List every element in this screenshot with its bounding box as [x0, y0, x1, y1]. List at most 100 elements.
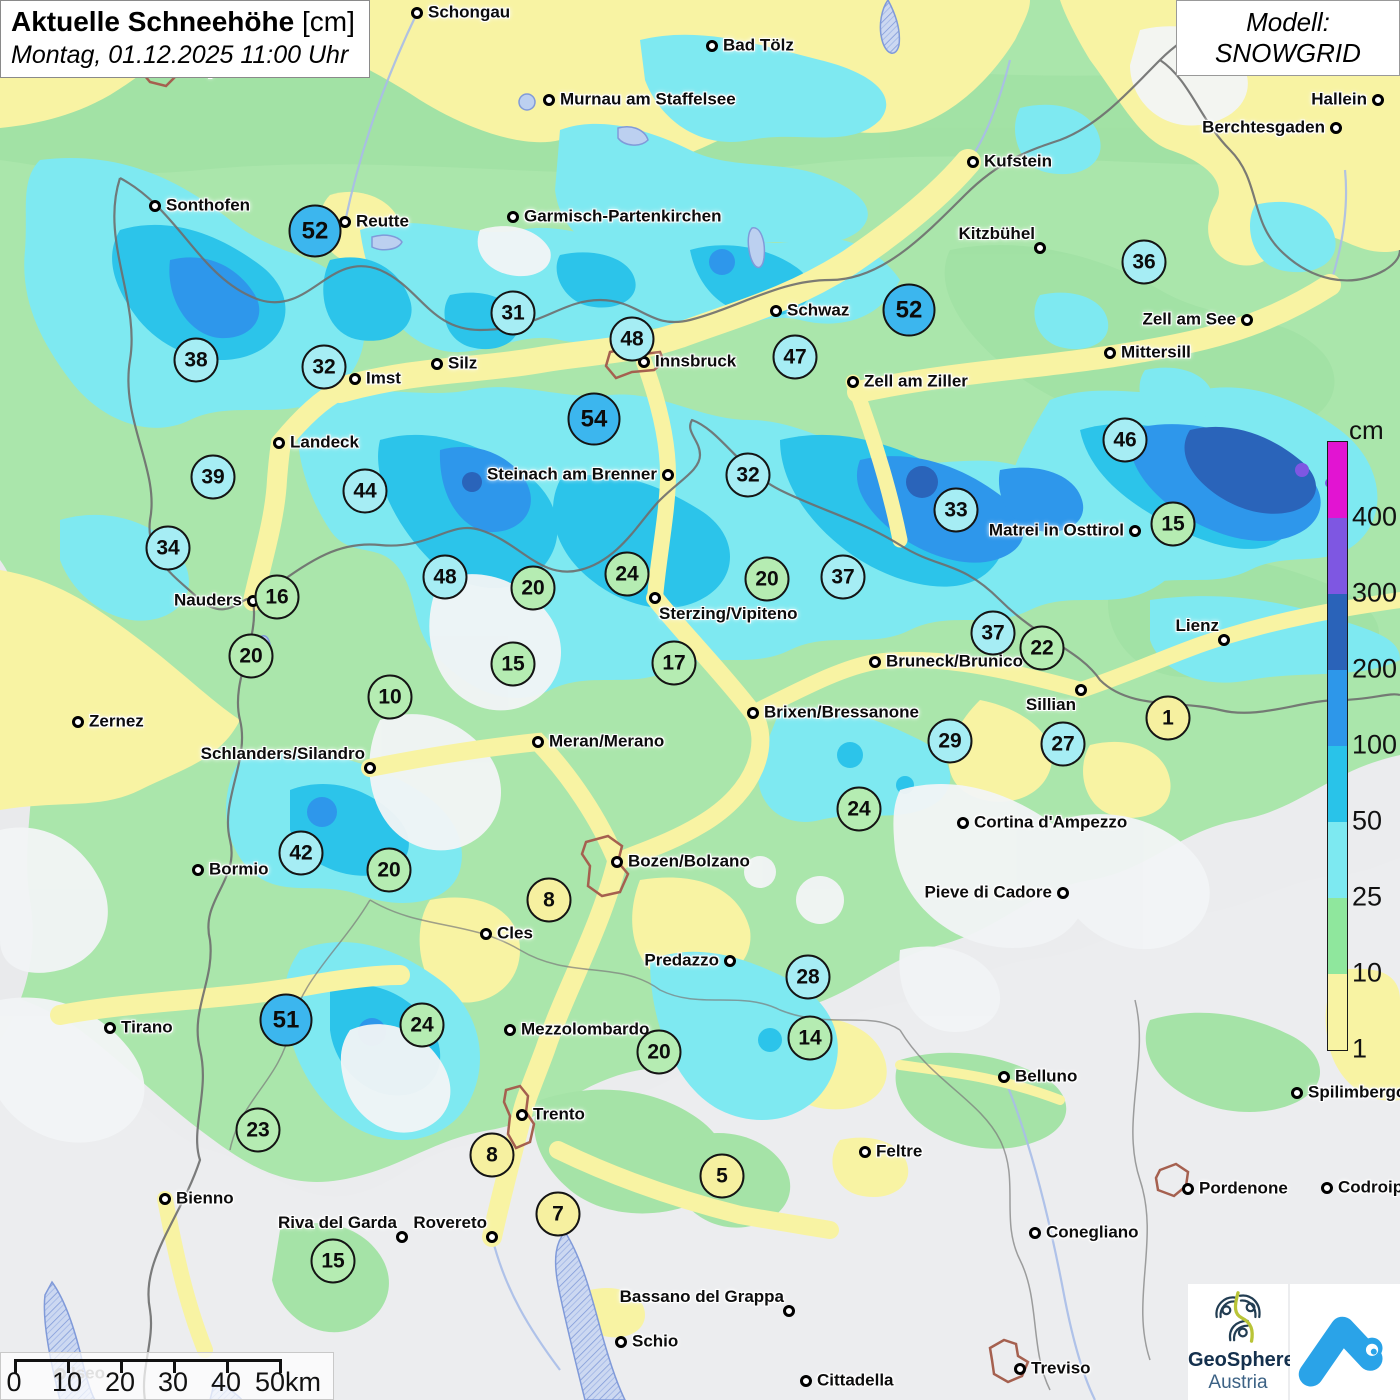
city-marker [724, 955, 736, 967]
snow-value-badge: 5 [699, 1153, 745, 1199]
snow-value-badge: 20 [744, 556, 790, 602]
city-marker [967, 156, 979, 168]
city-marker [1241, 314, 1253, 326]
city-marker [192, 864, 204, 876]
city-label: Feltre [876, 1141, 923, 1161]
city-label: Imst [366, 368, 401, 388]
city-label: Cittadella [817, 1370, 894, 1390]
city-label: Belluno [1015, 1066, 1078, 1086]
colorbar-segment [1328, 746, 1347, 822]
city-label: Codroipo [1338, 1177, 1400, 1197]
city-marker [1104, 347, 1116, 359]
colorbar-tick-label: 50 [1352, 805, 1383, 836]
snow-value-badge: 36 [1121, 239, 1167, 285]
model-label: Modell: SNOWGRID [1176, 0, 1400, 76]
snow-value-badge: 20 [228, 633, 274, 679]
city-label: Innsbruck [655, 351, 737, 371]
city-label: Mittersill [1121, 342, 1191, 362]
city-marker [611, 856, 623, 868]
scale-bar-label: 40 [210, 1367, 242, 1397]
snow-value-badge: 54 [567, 392, 621, 446]
colorbar-tick-label: 300 [1352, 577, 1398, 608]
city-marker [507, 211, 519, 223]
city-label: Reutte [356, 211, 409, 231]
snow-value-badge: 20 [636, 1029, 682, 1075]
city-marker [1075, 684, 1087, 696]
city-marker [516, 1109, 528, 1121]
terrain-ridges [0, 26, 1248, 1143]
snow-value-badge: 44 [342, 468, 388, 514]
city-marker [615, 1336, 627, 1348]
city-marker [1218, 634, 1230, 646]
city-label: Landeck [290, 432, 359, 452]
snow-value-badge: 31 [490, 290, 536, 336]
city-label: Steinach am Brenner [486, 464, 657, 484]
city-marker [1057, 887, 1069, 899]
scale-bar: 0 10 20 30 40 50km [0, 1352, 334, 1400]
colorbar-tick-label: 400 [1352, 501, 1398, 532]
city-marker [532, 736, 544, 748]
city-marker [273, 437, 285, 449]
colorbar-tick-label: 200 [1352, 653, 1398, 684]
city-marker [486, 1231, 498, 1243]
city-label: Meran/Merano [549, 731, 665, 751]
snow-value-badge: 7 [535, 1191, 581, 1237]
city-label: Schio [632, 1331, 679, 1351]
city-marker [1129, 525, 1141, 537]
scale-bar-tick [226, 1359, 229, 1373]
city-marker [706, 40, 718, 52]
snow-value-badge: 38 [173, 337, 219, 383]
city-label: Riva del Garda [277, 1213, 397, 1232]
snow-value-badge: 39 [190, 454, 236, 500]
city-marker [72, 716, 84, 728]
snow-value-badge: 24 [836, 786, 882, 832]
city-marker [1321, 1182, 1333, 1194]
city-marker [431, 358, 443, 370]
city-marker [747, 707, 759, 719]
city-label: Schongau [428, 2, 511, 22]
snow-value-badge: 16 [254, 574, 300, 620]
map-datetime: Montag, 01.12.2025 11:00 Uhr [11, 41, 349, 69]
scale-bar-label: 30 [157, 1367, 189, 1397]
city-label: Cles [497, 923, 533, 943]
colorbar-segment [1328, 822, 1347, 898]
city-marker [1330, 122, 1342, 134]
city-marker [1372, 94, 1384, 106]
city-marker [869, 656, 881, 668]
snow-value-badge: 20 [366, 847, 412, 893]
snow-value-badge: 51 [259, 993, 313, 1047]
snow-value-badge: 15 [1150, 501, 1196, 547]
snow-value-badge: 20 [510, 565, 556, 611]
snow-value-badge: 15 [310, 1238, 356, 1284]
city-label: Sillian [1025, 695, 1076, 714]
scale-bar-tick [14, 1359, 17, 1373]
snow-value-badge: 52 [882, 283, 936, 337]
city-marker [104, 1022, 116, 1034]
scale-bar-tick [279, 1359, 282, 1373]
snow-value-badge: 48 [609, 316, 655, 362]
colorbar [1327, 441, 1348, 1051]
snow-value-badge: 24 [604, 551, 650, 597]
mountain-wave-icon [1298, 1316, 1383, 1387]
city-label: Pordenone [1199, 1178, 1288, 1198]
snow-value-badge: 24 [399, 1002, 445, 1048]
city-label: Zell am See [1142, 309, 1236, 329]
city-label: Cortina d'Ampezzo [974, 812, 1128, 832]
snow-value-badge: 33 [933, 487, 979, 533]
city-marker [396, 1231, 408, 1243]
city-label: Berchtesgaden [1202, 117, 1325, 137]
map-title-text: Aktuelle Schneehöhe [11, 6, 295, 37]
city-label: Rovereto [413, 1213, 487, 1232]
city-marker [1014, 1363, 1026, 1375]
avalanche-logo [1290, 1284, 1400, 1400]
scale-bar-label: 10 [51, 1367, 83, 1397]
city-marker [800, 1375, 812, 1387]
snow-value-badge: 10 [367, 674, 413, 720]
snow-value-badge: 47 [772, 334, 818, 380]
colorbar-segment [1328, 442, 1347, 518]
geosphere-contour-icon [1215, 1291, 1261, 1343]
city-marker [149, 200, 161, 212]
city-marker [159, 1193, 171, 1205]
snow-value-badge: 27 [1040, 721, 1086, 767]
